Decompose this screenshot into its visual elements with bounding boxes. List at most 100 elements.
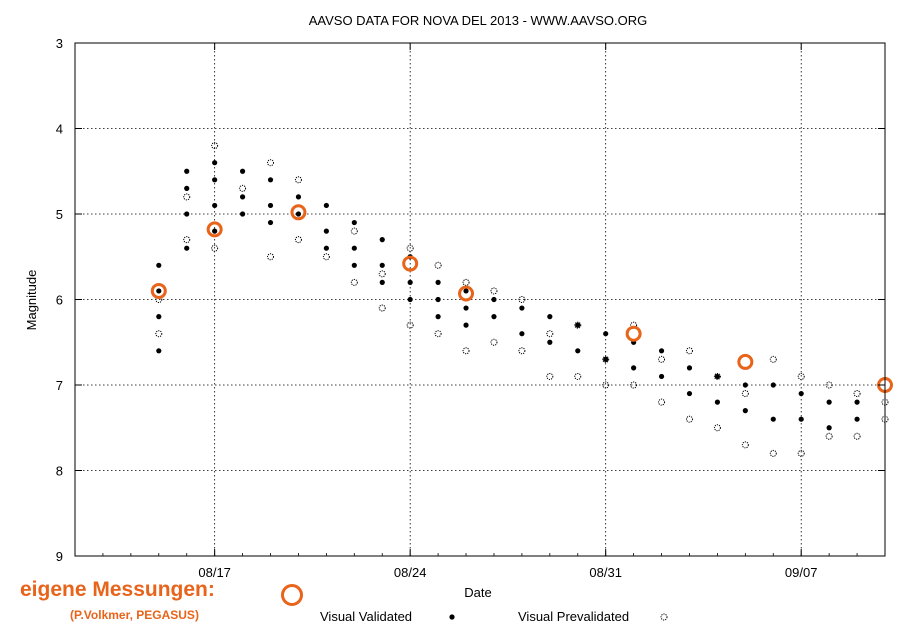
data-point-validated: [184, 168, 190, 174]
data-point-validated: [379, 279, 385, 285]
data-point-validated: [351, 245, 357, 251]
data-point-validated: [658, 373, 665, 380]
legend: Visual Validated Visual Prevalidated: [320, 609, 668, 624]
data-point-own: [458, 285, 475, 302]
data-point-prevalidated: [462, 278, 470, 286]
data-point-validated: [435, 314, 441, 320]
data-point-prevalidated: [602, 381, 610, 389]
data-point-validated: [212, 160, 218, 166]
data-point-validated: [463, 288, 469, 294]
data-point-prevalidated: [853, 432, 861, 440]
own-measurements-legend-marker: [281, 584, 303, 606]
y-tick-label: 8: [56, 464, 63, 479]
data-point-validated: [295, 211, 302, 217]
data-point-validated: [156, 314, 162, 320]
data-point-validated: [854, 416, 860, 422]
data-point-validated: [519, 331, 525, 337]
y-tick-label: 6: [56, 293, 63, 308]
data-point-validated: [742, 382, 748, 388]
data-point-validated: [686, 365, 693, 371]
data-point-prevalidated: [350, 227, 358, 235]
data-point-validated: [714, 399, 721, 405]
data-point-validated: [351, 219, 357, 226]
data-point-validated: [575, 348, 581, 354]
data-point-validated: [184, 185, 190, 191]
data-point-validated: [323, 245, 329, 251]
data-point-prevalidated: [518, 296, 526, 303]
data-point-prevalidated: [741, 441, 749, 449]
data-point-validated: [770, 416, 776, 422]
data-point-prevalidated: [183, 193, 191, 201]
series-own-measurements: [150, 204, 893, 393]
data-point-validated: [547, 314, 553, 320]
data-point-validated: [156, 262, 162, 268]
data-point-validated: [267, 219, 274, 226]
data-point-prevalidated: [825, 432, 833, 440]
data-point-prevalidated: [406, 321, 414, 329]
data-point-validated: [323, 202, 329, 209]
data-point-prevalidated: [183, 236, 191, 244]
y-axis-label: Magnitude: [24, 270, 39, 331]
data-point-validated: [351, 262, 357, 268]
data-point-prevalidated: [434, 330, 442, 338]
data-point-prevalidated: [713, 424, 721, 432]
data-point-prevalidated: [797, 372, 805, 380]
x-tick-label: 08/31: [589, 565, 622, 580]
data-point-validated: [407, 296, 413, 303]
x-axis-label: Date: [464, 585, 491, 600]
x-tick-label: 09/07: [785, 565, 818, 580]
data-point-prevalidated: [322, 253, 330, 261]
data-point-prevalidated: [658, 398, 666, 406]
data-point-validated: [742, 408, 748, 414]
legend-marker-validated: [449, 614, 455, 620]
data-point-prevalidated: [434, 261, 442, 269]
data-point-prevalidated: [574, 321, 582, 329]
data-point-prevalidated: [797, 449, 805, 457]
data-point-validated: [407, 279, 413, 285]
data-point-own: [290, 204, 307, 221]
own-measurements-credit: (P.Volkmer, PEGASUS): [70, 608, 199, 622]
data-point-validated: [267, 177, 274, 183]
data-point-validated: [156, 288, 162, 294]
data-point-prevalidated: [211, 142, 219, 150]
data-point-validated: [631, 365, 637, 371]
data-point-prevalidated: [630, 381, 638, 389]
data-point-prevalidated: [239, 184, 247, 192]
data-point-prevalidated: [685, 347, 693, 355]
data-point-validated: [239, 168, 246, 174]
y-tick-label: 5: [56, 207, 63, 222]
data-point-prevalidated: [602, 355, 610, 363]
data-point-validated: [463, 322, 469, 328]
data-point-validated: [184, 245, 190, 251]
data-point-validated: [212, 177, 218, 183]
data-point-validated: [575, 322, 581, 328]
data-point-validated: [714, 373, 721, 380]
data-point-validated: [463, 305, 469, 311]
data-point-validated: [519, 305, 525, 311]
x-tick-label: 08/24: [394, 565, 427, 580]
legend-marker-prevalidated: [660, 613, 668, 621]
data-point-own: [206, 221, 223, 238]
legend-label-prevalidated: Visual Prevalidated: [518, 609, 629, 624]
data-point-validated: [379, 237, 385, 243]
data-point-prevalidated: [853, 390, 861, 398]
data-point-prevalidated: [741, 390, 749, 398]
data-point-validated: [798, 416, 804, 422]
own-measurements-label: eigene Messungen:: [20, 578, 215, 601]
data-point-prevalidated: [574, 372, 582, 380]
data-point-validated: [770, 382, 776, 388]
data-point-prevalidated: [378, 270, 386, 278]
series-visual-validated: [156, 160, 860, 431]
data-point-prevalidated: [267, 159, 275, 167]
series-visual-prevalidated: [155, 142, 889, 457]
data-point-validated: [603, 331, 609, 337]
data-point-validated: [239, 211, 246, 217]
data-point-prevalidated: [155, 330, 163, 338]
data-point-validated: [547, 339, 553, 345]
data-point-validated: [379, 262, 385, 268]
data-point-prevalidated: [490, 287, 498, 295]
data-point-prevalidated: [462, 347, 470, 355]
grid-lines: [75, 43, 885, 556]
data-point-own: [625, 325, 642, 342]
data-point-validated: [239, 194, 246, 200]
